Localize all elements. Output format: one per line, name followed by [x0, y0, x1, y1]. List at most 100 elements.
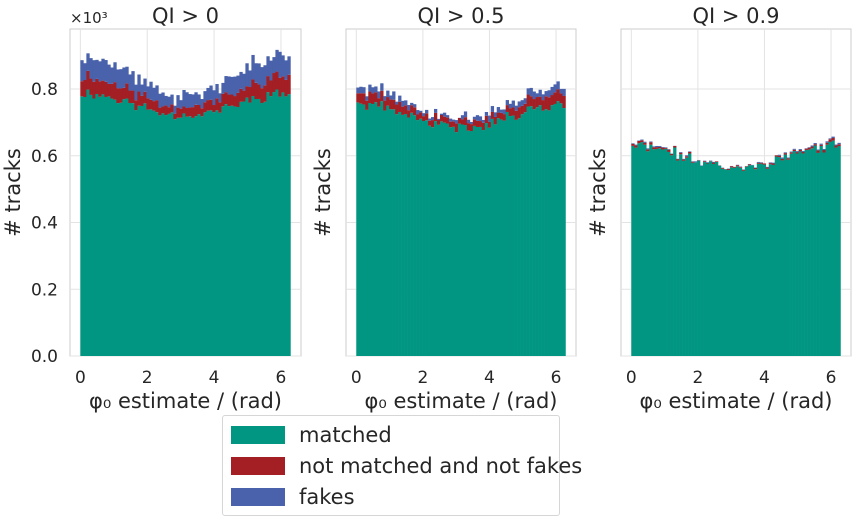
bar-matched	[215, 110, 219, 356]
bar-not-matched-and-not-fakes	[182, 106, 186, 114]
bar-fakes	[771, 162, 776, 164]
bar-not-matched-and-not-fakes	[532, 99, 536, 110]
bar-not-matched-and-not-fakes	[98, 81, 102, 97]
bar-not-matched-and-not-fakes	[451, 121, 456, 127]
bar-not-matched-and-not-fakes	[646, 149, 650, 152]
histogram-bars	[80, 49, 291, 357]
bar-not-matched-and-not-fakes	[263, 85, 267, 102]
bar-not-matched-and-not-fakes	[738, 167, 743, 168]
bar-fakes	[287, 56, 291, 75]
bar-matched	[756, 163, 761, 356]
bar-not-matched-and-not-fakes	[454, 123, 459, 133]
bar-not-matched-and-not-fakes	[834, 145, 838, 148]
bar-not-matched-and-not-fakes	[89, 78, 93, 95]
bar-matched	[386, 105, 390, 356]
bar-matched	[371, 104, 375, 356]
bar-not-matched-and-not-fakes	[368, 91, 372, 103]
bar-matched	[185, 116, 189, 356]
bar-matched	[741, 170, 746, 356]
bar-not-matched-and-not-fakes	[505, 105, 509, 112]
bar-matched	[98, 96, 102, 356]
bar-not-matched-and-not-fakes	[433, 112, 438, 122]
bar-matched	[828, 141, 832, 356]
bar-fakes	[783, 152, 787, 154]
bar-fakes	[263, 65, 267, 86]
bar-not-matched-and-not-fakes	[431, 120, 435, 128]
bar-not-matched-and-not-fakes	[673, 145, 677, 148]
bar-matched	[532, 109, 536, 356]
bar-not-matched-and-not-fakes	[529, 96, 533, 107]
bar-fakes	[738, 166, 743, 168]
bar-fakes	[218, 93, 222, 103]
bar-matched	[786, 159, 790, 356]
bar-fakes	[233, 76, 237, 97]
bar-matched	[137, 105, 141, 356]
bar-matched	[389, 109, 393, 356]
bar-matched	[747, 165, 752, 356]
bar-not-matched-and-not-fakes	[729, 166, 734, 168]
bar-fakes	[278, 51, 282, 78]
bar-fakes	[215, 84, 219, 99]
bar-matched	[182, 113, 186, 356]
bar-fakes	[119, 69, 123, 89]
bar-fakes	[245, 63, 249, 87]
bar-matched	[410, 112, 414, 356]
bar-not-matched-and-not-fakes	[122, 87, 126, 100]
bar-not-matched-and-not-fakes	[487, 121, 492, 128]
bar-matched	[711, 163, 716, 356]
bar-fakes	[544, 91, 548, 97]
bar-not-matched-and-not-fakes	[170, 104, 174, 113]
bar-fakes	[266, 56, 270, 77]
bar-matched	[425, 120, 429, 356]
bar-fakes	[655, 145, 659, 148]
bar-matched	[466, 130, 471, 356]
bar-matched	[714, 161, 719, 356]
bar-not-matched-and-not-fakes	[511, 107, 515, 116]
x-tick-label: 2	[142, 368, 153, 388]
bar-not-matched-and-not-fakes	[428, 120, 432, 126]
bar-matched	[131, 103, 135, 356]
bar-matched	[451, 126, 456, 356]
bar-fakes	[649, 141, 653, 143]
bar-fakes	[463, 111, 468, 118]
bar-not-matched-and-not-fakes	[765, 167, 770, 169]
bar-not-matched-and-not-fakes	[128, 90, 132, 103]
bar-fakes	[634, 144, 638, 146]
x-tick-label: 4	[759, 368, 770, 388]
bar-matched	[700, 165, 704, 356]
bar-matched	[502, 120, 507, 356]
bar-not-matched-and-not-fakes	[251, 79, 255, 97]
bar-matched	[242, 101, 246, 356]
bar-fakes	[550, 86, 554, 96]
bar-not-matched-and-not-fakes	[155, 100, 159, 113]
bar-matched	[816, 152, 820, 356]
bar-matched	[834, 147, 838, 356]
bar-matched	[428, 125, 432, 356]
bar-matched	[637, 143, 641, 356]
bar-fakes	[401, 100, 405, 107]
bar-not-matched-and-not-fakes	[257, 84, 261, 99]
bar-not-matched-and-not-fakes	[804, 148, 808, 150]
bar-matched	[780, 160, 784, 356]
x-tick-label: 2	[417, 368, 428, 388]
bar-matched	[272, 92, 276, 357]
bar-not-matched-and-not-fakes	[828, 139, 832, 142]
bar-not-matched-and-not-fakes	[670, 153, 674, 156]
bar-not-matched-and-not-fakes	[490, 111, 495, 119]
x-tick-label: 0	[351, 368, 362, 388]
bar-not-matched-and-not-fakes	[442, 116, 447, 123]
bar-not-matched-and-not-fakes	[768, 163, 773, 165]
bar-matched	[535, 107, 539, 357]
bar-fakes	[239, 71, 243, 89]
bar-fakes	[206, 87, 210, 101]
bar-not-matched-and-not-fakes	[260, 88, 264, 104]
bar-fakes	[703, 160, 707, 162]
bar-fakes	[83, 63, 87, 80]
bar-matched	[762, 164, 767, 356]
bar-matched	[529, 106, 533, 357]
bar-not-matched-and-not-fakes	[649, 142, 653, 145]
bar-fakes	[472, 116, 477, 120]
bar-not-matched-and-not-fakes	[377, 98, 381, 107]
bar-not-matched-and-not-fakes	[362, 93, 366, 105]
bar-not-matched-and-not-fakes	[212, 105, 216, 113]
